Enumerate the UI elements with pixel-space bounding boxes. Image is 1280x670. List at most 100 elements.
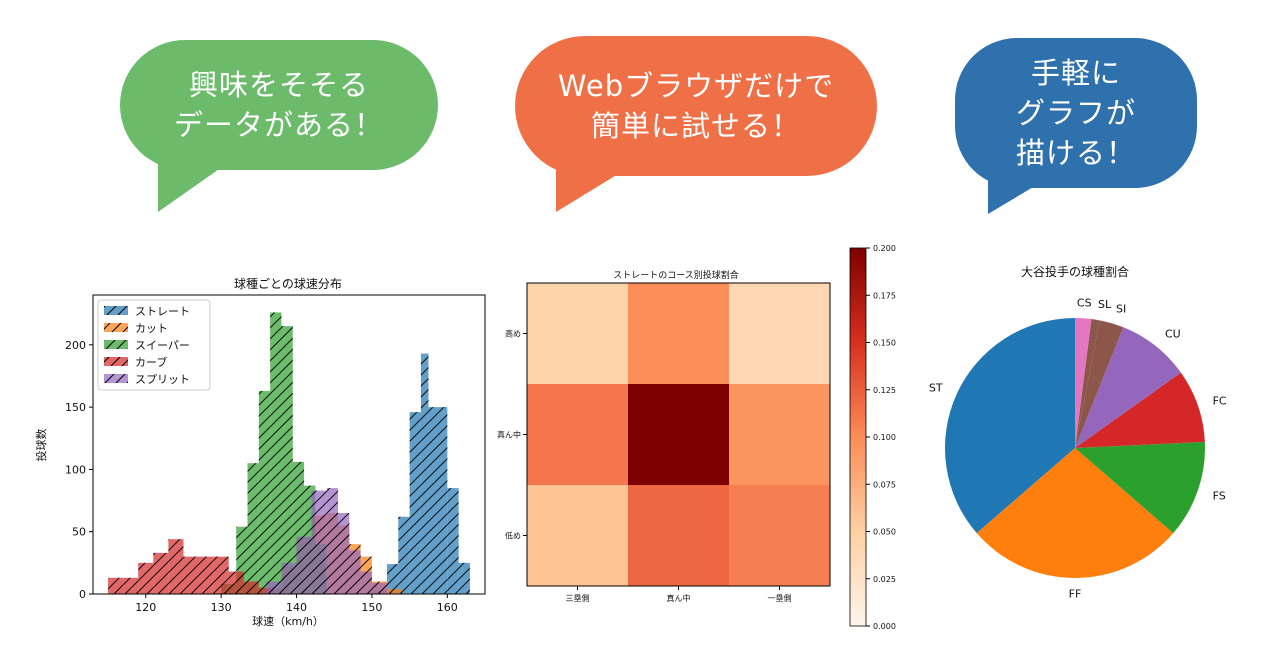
hist-legend-swatch-hatch-2	[104, 340, 128, 349]
colorbar-tick-label-4: 0.100	[873, 433, 896, 442]
histogram-xlabel: 球速（km/h）	[252, 614, 324, 628]
hist-legend-swatch-hatch-4	[104, 374, 128, 383]
hist-xtick-label-0: 120	[135, 601, 156, 614]
hist-legend-label-0: ストレート	[135, 305, 190, 318]
bubble-easy-line-2: グラフが	[1015, 96, 1136, 130]
heat-ytick-label-1: 真ん中	[497, 430, 521, 440]
colorbar-tick-label-2: 0.050	[873, 528, 896, 537]
heat-xtick-label-0: 三塁側	[566, 593, 590, 603]
hist-bar-hatch-0-1	[387, 564, 399, 594]
hist-legend-swatch-hatch-0	[104, 306, 128, 315]
pie-slice-fc	[1075, 372, 1205, 448]
heat-cell-2-0	[527, 485, 628, 586]
hist-bar-hatch-0-8	[458, 562, 470, 594]
heat-cell-2-1	[628, 485, 729, 586]
hist-xtick-label-1: 130	[211, 601, 232, 614]
pie-label-ff: FF	[1069, 588, 1082, 601]
hist-bar-hatch-2-5	[281, 326, 293, 594]
hist-bar-hatch-3-8	[228, 571, 244, 594]
hist-bar-hatch-2-1	[236, 526, 248, 594]
hist-bar-hatch-4-8	[371, 582, 387, 594]
hist-bar-hatch-4-6	[349, 550, 361, 594]
colorbar-tick-label-6: 0.150	[873, 339, 896, 348]
heat-cell-0-0	[527, 283, 628, 384]
colorbar-tick-label-5: 0.125	[873, 386, 896, 395]
heatmap-title: ストレートのコース別投球割合	[613, 269, 739, 281]
bubble-data-line-1: 興味をそそる	[188, 68, 369, 102]
histogram-ylabel: 投球数	[34, 429, 48, 462]
bubble-easy-body: 手軽に グラフが 描ける！	[955, 38, 1197, 188]
hist-bar-hatch-4-4	[326, 488, 338, 594]
heat-xtick-label-1: 真ん中	[667, 593, 691, 603]
hist-bar-hatch-0-2	[398, 516, 410, 594]
hist-ytick-label-2: 100	[65, 463, 86, 476]
colorbar-tick-label-1: 0.025	[873, 575, 896, 584]
heat-cell-0-1	[628, 283, 729, 384]
bubble-browser-body: Webブラウザだけで 簡単に試せる！	[515, 36, 877, 176]
colorbar-tick-label-7: 0.175	[873, 291, 896, 300]
heat-cell-2-2	[729, 485, 830, 586]
hist-ytick-label-3: 150	[65, 401, 86, 414]
pie-slice-si	[1075, 320, 1124, 448]
bubble-browser-line-1: Webブラウザだけで	[557, 69, 835, 103]
pie-slice-ff	[976, 448, 1174, 578]
hist-xtick-label-4: 160	[437, 601, 458, 614]
hist-bar-hatch-4-5	[338, 513, 350, 594]
hist-bar-hatch-3-1	[123, 577, 139, 594]
hist-bar-hatch-1-9	[387, 589, 403, 594]
hist-bar-hatch-2-4	[270, 312, 282, 594]
heat-cell-1-1	[628, 384, 729, 485]
histogram-frame	[92, 294, 486, 595]
pie-label-sl: SL	[1098, 298, 1112, 311]
hist-bar-hatch-3-9	[243, 581, 259, 594]
histogram-title: 球種ごとの球速分布	[234, 276, 342, 291]
pie-chart: 大谷投手の球種割合 ST FF FS FC CU SI SL CS	[929, 264, 1227, 601]
hist-xtick-label-3: 150	[361, 601, 382, 614]
pie-slice-fs	[1075, 441, 1205, 534]
hist-bar-hatch-3-7	[213, 556, 229, 594]
hist-bar-hatch-0-7	[447, 488, 459, 594]
pie-slice-cu	[1075, 327, 1181, 448]
bubble-browser-line-2: 簡単に試せる！	[590, 109, 801, 143]
colorbar-tick-label-8: 0.200	[873, 244, 896, 253]
colorbar-tick-label-3: 0.075	[873, 480, 896, 489]
hist-xtick-label-2: 140	[286, 601, 307, 614]
hist-bar-hatch-2-6	[292, 461, 305, 594]
pie-slice-sl	[1075, 319, 1100, 448]
hist-bar-hatch-4-2	[296, 536, 312, 594]
heat-ytick-label-0: 高め	[505, 329, 521, 339]
hist-bar-hatch-3-4	[168, 539, 184, 594]
hist-bar-hatch-3-5	[183, 556, 199, 594]
heat-cell-0-2	[729, 283, 830, 384]
hist-bar-hatch-0-3	[409, 412, 421, 594]
bubble-easy-line-3: 描ける！	[1015, 136, 1136, 170]
hist-bar-hatch-3-6	[198, 556, 214, 594]
hist-bar-hatch-0-4	[420, 353, 429, 594]
hist-legend-swatch-hatch-1	[104, 323, 128, 332]
bubble-data-line-2: データがある！	[173, 108, 384, 142]
hist-legend-label-3: カーブ	[135, 355, 167, 369]
hist-bar-hatch-3-0	[108, 577, 124, 594]
hist-legend-box	[97, 299, 211, 391]
hist-bar-hatch-2-3	[258, 390, 271, 594]
hist-bar-hatch-4-7	[360, 571, 372, 594]
hist-legend-label-1: カット	[135, 322, 168, 335]
pie-label-cs: CS	[1077, 297, 1092, 310]
hist-bar-hatch-0-6	[436, 407, 448, 594]
hist-legend-label-4: スプリット	[135, 373, 190, 386]
heat-cell-1-0	[527, 384, 628, 485]
hist-bar-hatch-0-5	[428, 407, 436, 594]
heat-xtick-label-2: 一塁側	[768, 593, 792, 603]
bubble-easy-line-1: 手軽に	[1030, 56, 1121, 90]
pie-label-fs: FS	[1213, 490, 1226, 503]
hist-bar-hatch-4-0	[266, 581, 282, 594]
hist-bar-hatch-4-3	[311, 490, 327, 594]
hist-legend-swatch-hatch-3	[104, 357, 128, 366]
colorbar-tick-label-0: 0.000	[873, 622, 896, 631]
pie-slice-cs	[1075, 318, 1092, 448]
pie-label-si: SI	[1116, 302, 1126, 315]
histogram-chart: 球種ごとの球速分布 120 130 140 150 160 0 50 100 150 200 球…	[34, 276, 486, 628]
pie-label-st: ST	[929, 382, 943, 395]
hist-bar-hatch-3-2	[138, 562, 154, 594]
